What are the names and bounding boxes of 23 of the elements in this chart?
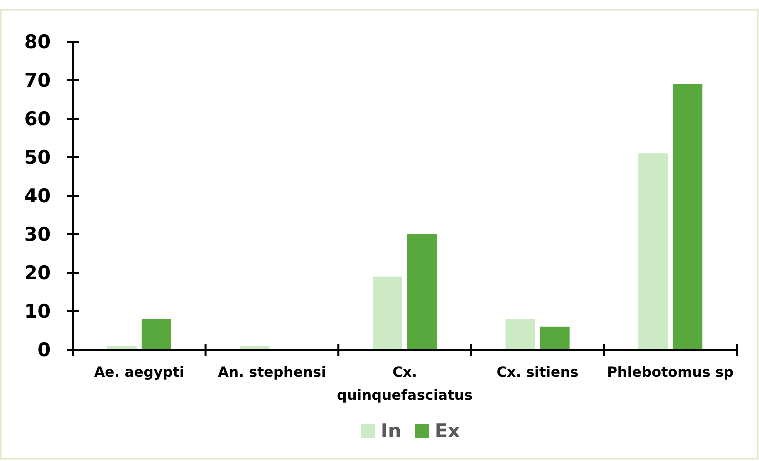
y-tick-label: 70 [24,70,51,92]
bar [506,319,536,350]
bar [372,276,402,350]
x-tick-label: Cx. sitiens [496,365,579,381]
y-tick-label: 80 [24,32,51,54]
y-tick-label: 60 [24,108,51,131]
y-tick-label: 0 [38,340,51,362]
bar [142,319,172,350]
legend-label: Ex [435,420,460,443]
x-tick-label: Cx. quinquefasciatus [337,365,473,404]
bar [408,234,438,350]
y-tick-label: 30 [24,224,51,246]
x-tick-label: An. stephensi [218,365,326,381]
y-tick-label: 50 [24,147,51,170]
y-tick-label: 20 [24,262,51,285]
bar [673,84,703,350]
y-tick-label: 40 [24,186,51,208]
legend-label: In [381,420,402,443]
bar [638,154,668,350]
x-tick-label: Ae. aegypti [94,365,184,381]
x-tick-label: Phlebotomus sp [607,365,734,381]
bar [540,326,570,350]
y-tick-label: 10 [24,301,51,324]
